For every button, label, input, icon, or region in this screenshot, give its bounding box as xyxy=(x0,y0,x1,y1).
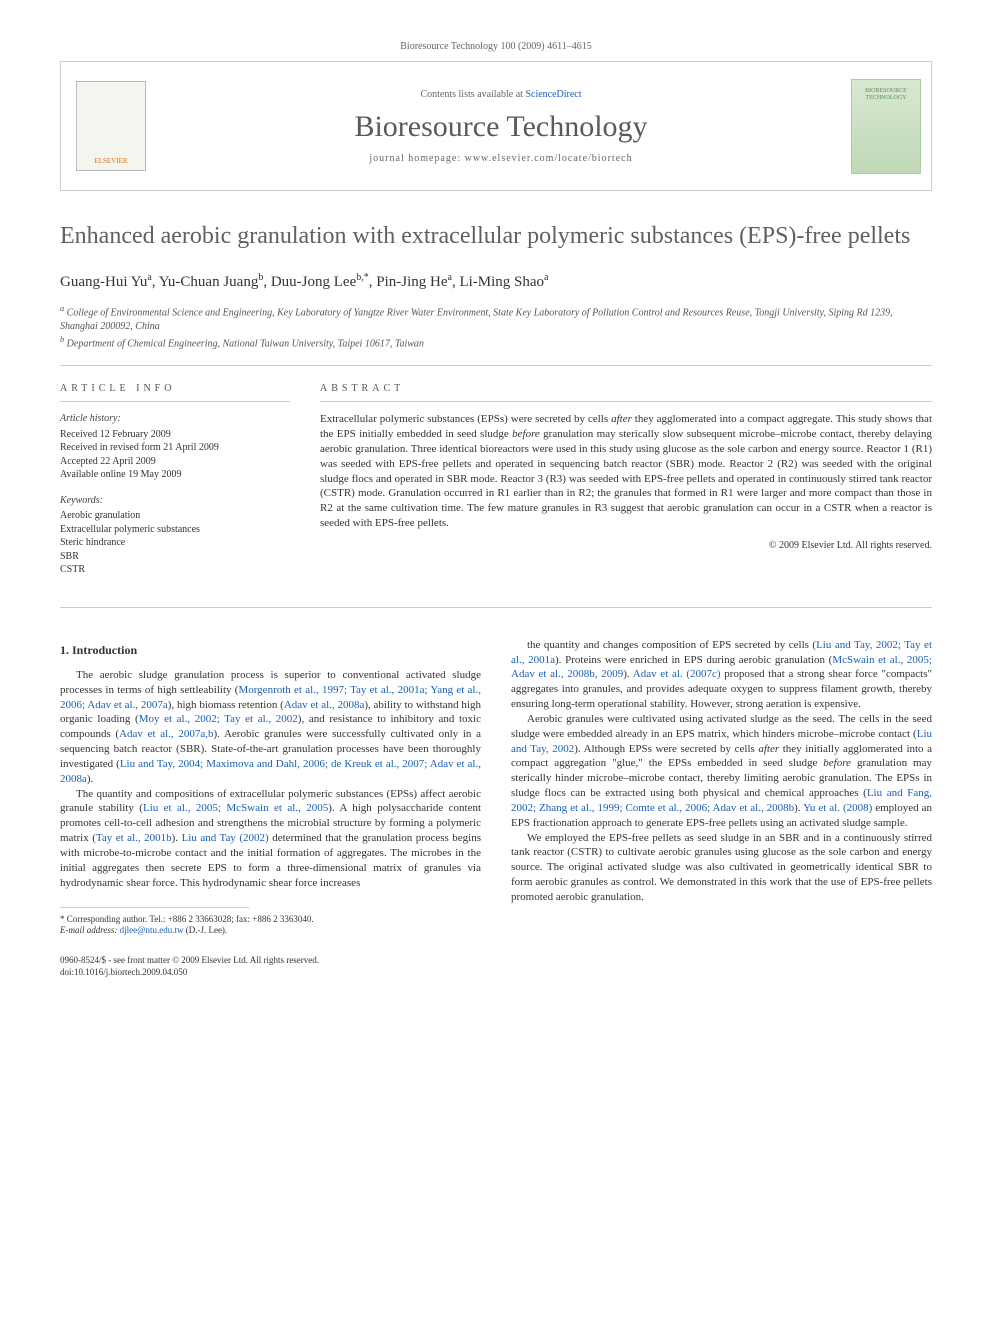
body-paragraph: The aerobic sludge granulation process i… xyxy=(60,668,481,787)
footer-line-1: 0960-8524/$ - see front matter © 2009 El… xyxy=(60,955,932,967)
history-line: Received in revised form 21 April 2009 xyxy=(60,441,290,455)
history-line: Accepted 22 April 2009 xyxy=(60,455,290,469)
footnote-email: E-mail address: djlee@ntu.edu.tw (D.-J. … xyxy=(60,925,481,937)
keywords-block: Keywords: Aerobic granulation Extracellu… xyxy=(60,494,290,577)
author-list: Guang-Hui Yua, Yu-Chuan Juangb, Duu-Jong… xyxy=(60,271,932,293)
affiliations: a College of Environmental Science and E… xyxy=(60,303,932,367)
history-label: Article history: xyxy=(60,412,290,426)
history-line: Received 12 February 2009 xyxy=(60,428,290,442)
body-paragraph: We employed the EPS-free pellets as seed… xyxy=(511,831,932,905)
article-history: Article history: Received 12 February 20… xyxy=(60,412,290,482)
affiliation-b: b Department of Chemical Engineering, Na… xyxy=(60,334,932,351)
keywords-label: Keywords: xyxy=(60,494,290,508)
keyword: Extracellular polymeric substances xyxy=(60,523,290,537)
contents-prefix: Contents lists available at xyxy=(420,89,525,100)
keyword: SBR xyxy=(60,550,290,564)
journal-header: ELSEVIER Contents lists available at Sci… xyxy=(60,61,932,191)
keyword: Aerobic granulation xyxy=(60,509,290,523)
body-paragraph: the quantity and changes composition of … xyxy=(511,638,932,712)
body-two-column: 1. Introduction The aerobic sludge granu… xyxy=(60,638,932,937)
footnote-separator xyxy=(60,907,249,908)
article-title: Enhanced aerobic granulation with extrac… xyxy=(60,221,932,251)
journal-homepage: journal homepage: www.elsevier.com/locat… xyxy=(369,152,632,165)
footnote-corr: * Corresponding author. Tel.: +886 2 336… xyxy=(60,914,481,926)
body-paragraph: The quantity and compositions of extrace… xyxy=(60,787,481,891)
keyword: Steric hindrance xyxy=(60,536,290,550)
contents-line: Contents lists available at ScienceDirec… xyxy=(420,88,581,101)
body-paragraph: Aerobic granules were cultivated using a… xyxy=(511,712,932,831)
journal-cover-thumb: BIORESOURCE TECHNOLOGY xyxy=(851,79,921,174)
abstract-column: ABSTRACT Extracellular polymeric substan… xyxy=(320,382,932,589)
affiliation-a: a College of Environmental Science and E… xyxy=(60,303,932,334)
header-center: Contents lists available at ScienceDirec… xyxy=(161,62,841,190)
journal-name: Bioresource Technology xyxy=(354,107,647,146)
history-line: Available online 19 May 2009 xyxy=(60,468,290,482)
corresponding-footnote: * Corresponding author. Tel.: +886 2 336… xyxy=(60,914,481,937)
abstract-heading: ABSTRACT xyxy=(320,382,932,402)
footer-doi: doi:10.1016/j.biortech.2009.04.050 xyxy=(60,967,932,979)
citation-meta: Bioresource Technology 100 (2009) 4611–4… xyxy=(60,40,932,53)
cover-thumb-box: BIORESOURCE TECHNOLOGY xyxy=(841,62,931,190)
abstract-text: Extracellular polymeric substances (EPSs… xyxy=(320,412,932,531)
publisher-logo-box: ELSEVIER xyxy=(61,62,161,190)
abstract-copyright: © 2009 Elsevier Ltd. All rights reserved… xyxy=(320,539,932,552)
elsevier-logo: ELSEVIER xyxy=(76,81,146,171)
sciencedirect-link[interactable]: ScienceDirect xyxy=(525,89,581,100)
section-1-heading: 1. Introduction xyxy=(60,642,481,658)
footer-meta: 0960-8524/$ - see front matter © 2009 El… xyxy=(60,955,932,978)
article-info-heading: ARTICLE INFO xyxy=(60,382,290,402)
article-info-column: ARTICLE INFO Article history: Received 1… xyxy=(60,382,290,589)
keyword: CSTR xyxy=(60,563,290,577)
